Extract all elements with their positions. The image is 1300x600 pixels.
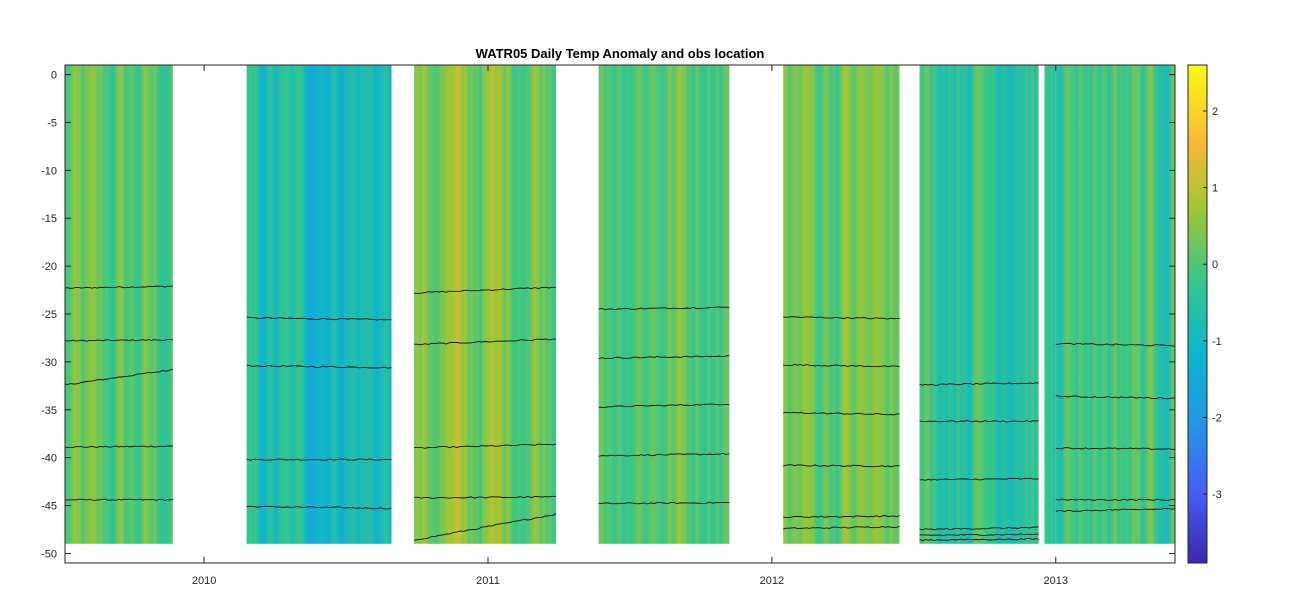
y-tick-label: -25 bbox=[41, 309, 57, 321]
obs-depth-line bbox=[414, 286, 557, 294]
obs-depth-line bbox=[783, 515, 900, 519]
colorbar-tick-label: -3 bbox=[1212, 489, 1222, 501]
x-tick-label: 2013 bbox=[1044, 575, 1068, 587]
obs-depth-line bbox=[919, 538, 1039, 542]
y-tick-label: -15 bbox=[41, 213, 57, 225]
y-axis: 0 -5 -10 -15 -20 -25 -30 -35 -40 -45 -50 bbox=[41, 70, 1175, 560]
obs-depth-line bbox=[1055, 508, 1176, 513]
obs-depth-line bbox=[414, 495, 557, 499]
obs-depth-line bbox=[1055, 447, 1176, 451]
obs-depth-line bbox=[64, 285, 173, 289]
obs-depth-line bbox=[246, 364, 392, 369]
deployment-block bbox=[598, 65, 730, 544]
obs-depth-line bbox=[246, 458, 392, 461]
obs-depth-line bbox=[919, 420, 1039, 423]
obs-depth-line bbox=[783, 364, 900, 368]
colorbar: 2 1 0 -1 -2 -3 bbox=[1187, 64, 1222, 564]
x-axis: 2010 2011 2012 2013 bbox=[192, 65, 1068, 587]
obs-depth-line bbox=[598, 403, 730, 408]
colorbar-tick-label: -2 bbox=[1212, 412, 1222, 424]
obs-depth-line bbox=[1055, 498, 1176, 501]
colorbar-tick-label: -1 bbox=[1212, 336, 1222, 348]
obs-depth-line bbox=[1055, 342, 1176, 347]
plot-area bbox=[64, 64, 1176, 564]
obs-depth-line bbox=[246, 505, 392, 510]
deployment-block bbox=[246, 65, 392, 544]
deployment-block bbox=[414, 65, 557, 544]
y-tick-label: -5 bbox=[47, 117, 57, 129]
chart-title: WATR05 Daily Temp Anomaly and obs locati… bbox=[476, 46, 765, 61]
colorbar-tick-label: 2 bbox=[1212, 106, 1218, 118]
obs-depth-line bbox=[64, 498, 174, 501]
colorbar-tick-label: 1 bbox=[1212, 183, 1218, 195]
y-tick-label: -45 bbox=[41, 501, 57, 513]
obs-depth-line bbox=[783, 316, 900, 320]
x-tick-label: 2010 bbox=[192, 575, 216, 587]
obs-depth-line bbox=[598, 452, 730, 457]
y-tick-label: -20 bbox=[41, 261, 57, 273]
deployment-block bbox=[65, 65, 173, 544]
obs-depth-line bbox=[64, 338, 173, 342]
deployment-block bbox=[783, 65, 900, 544]
obs-depth-line bbox=[783, 411, 900, 416]
y-tick-label: -10 bbox=[41, 165, 57, 177]
y-tick-label: -40 bbox=[41, 453, 57, 465]
deployment-block bbox=[919, 65, 1039, 544]
x-tick-label: 2012 bbox=[760, 575, 784, 587]
obs-depth-line bbox=[919, 477, 1039, 481]
obs-depth-line bbox=[598, 355, 730, 360]
obs-depth-line bbox=[414, 338, 557, 346]
x-tick-label: 2011 bbox=[476, 575, 500, 587]
obs-depth-line bbox=[598, 501, 730, 505]
deployment-block bbox=[1055, 65, 1175, 544]
deployment-block bbox=[1044, 65, 1056, 544]
obs-depth-line bbox=[64, 369, 173, 385]
obs-depth-line bbox=[246, 316, 392, 321]
obs-depth-line bbox=[64, 445, 173, 449]
obs-depth-line bbox=[783, 525, 900, 530]
y-tick-label: -50 bbox=[41, 548, 57, 560]
y-tick-label: -35 bbox=[41, 405, 57, 417]
obs-depth-line bbox=[598, 306, 730, 311]
y-tick-label: -30 bbox=[41, 357, 57, 369]
obs-depth-line bbox=[919, 382, 1039, 386]
colorbar-tick-label: 0 bbox=[1212, 259, 1218, 271]
obs-depth-line bbox=[414, 443, 557, 449]
y-tick-label: 0 bbox=[51, 70, 57, 82]
obs-depth-line bbox=[1055, 395, 1176, 400]
obs-depth-line bbox=[919, 526, 1039, 531]
obs-depth-line bbox=[919, 533, 1039, 536]
colorbar-gradient bbox=[1187, 64, 1208, 564]
obs-depth-line bbox=[783, 464, 900, 468]
obs-depth-line bbox=[414, 513, 557, 541]
